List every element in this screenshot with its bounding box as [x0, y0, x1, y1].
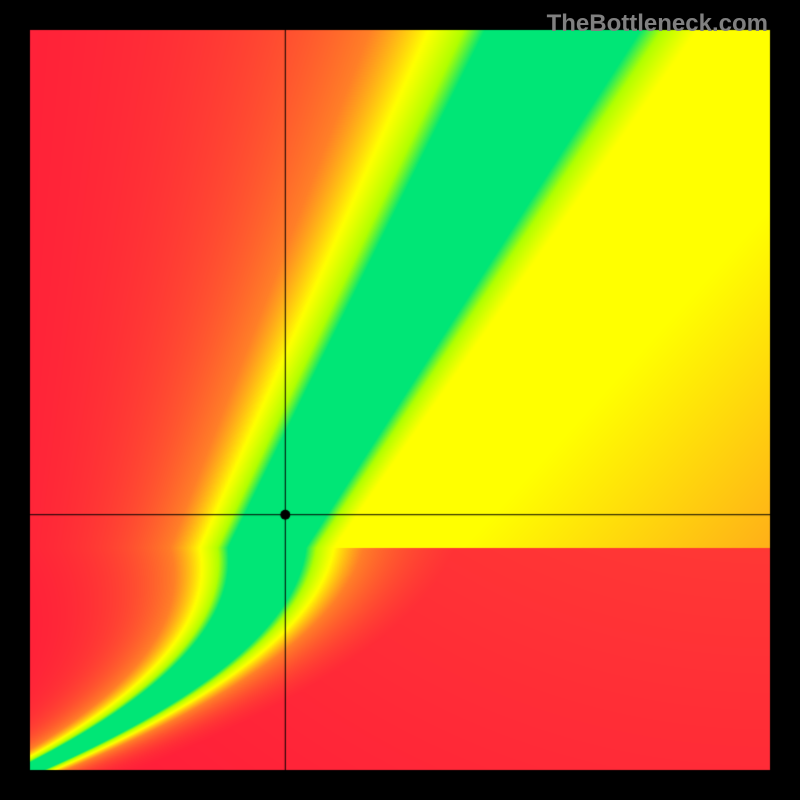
chart-container: TheBottleneck.com: [0, 0, 800, 800]
watermark-text: TheBottleneck.com: [547, 10, 768, 38]
bottleneck-heatmap: [0, 0, 800, 800]
